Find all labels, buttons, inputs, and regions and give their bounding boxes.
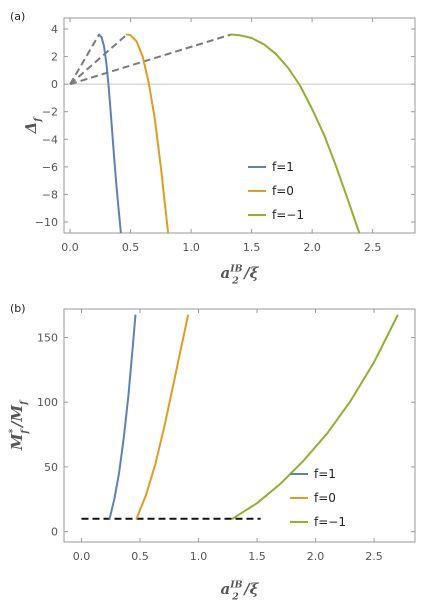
series-line-2 [135, 314, 189, 520]
x-axis-label-base: a [220, 580, 230, 598]
y-tick-label: −4 [42, 133, 58, 146]
x-axis-label-sub: 2 [231, 591, 239, 602]
x-tick-label: 1.5 [243, 241, 261, 254]
x-axis-label: aIB 2/ξ [220, 579, 259, 602]
legend-label: f=−1 [314, 515, 346, 529]
dashed-line [69, 33, 232, 86]
y-tick-label: 0 [51, 526, 58, 539]
y-axis-label: Δf [22, 116, 44, 135]
x-axis-label-sub: 2 [231, 275, 239, 286]
panel-b: 0.0 0.5 1.0 1.5 2.0 2.5 0 50 100 150 f=1 f=0 f=−1 (b)… [7, 302, 416, 602]
y-tick-label: −8 [42, 188, 58, 201]
x-axis-label: aIB 2/ξ [220, 263, 259, 286]
series-line-1 [98, 33, 122, 233]
legend-label: f=0 [314, 491, 336, 505]
y-axis-label-tail-sub: f [19, 399, 30, 406]
series-line-1 [108, 314, 137, 520]
x-axis-label-sup: IB [229, 579, 242, 590]
y-axis-label: M*f/Mf [7, 399, 30, 451]
x-axis-label-sup: IB [229, 263, 242, 274]
legend-label: f=0 [272, 184, 294, 198]
panel-a: 0.0 0.5 1.0 1.5 2.0 2.5 4 2 0 −2 −4 −6 −8 −10 f=1 f=0 f=… [10, 10, 416, 286]
x-tick-label: 0.0 [61, 241, 79, 254]
x-axis-label-tail: /ξ [242, 264, 259, 282]
x-tick-label: 1.0 [182, 241, 200, 254]
x-tick-label: 0.5 [131, 550, 149, 563]
y-axis-label-sub: f [19, 428, 30, 435]
series-line-3 [230, 33, 361, 233]
y-tick-label: 0 [51, 78, 58, 91]
y-tick-label: −6 [42, 161, 58, 174]
legend-label: f=1 [314, 467, 336, 481]
y-axis-label-sup: * [7, 428, 18, 433]
plot-frame [63, 308, 416, 543]
x-tick-label: 1.0 [190, 550, 208, 563]
y-tick-label: 100 [37, 396, 58, 409]
dashed-line [69, 33, 100, 85]
series-line-3 [231, 314, 399, 520]
plot-frame [63, 17, 416, 234]
x-axis-label-base: a [220, 264, 230, 282]
panel-label: (a) [10, 10, 25, 23]
y-axis-label-base: Δ [22, 122, 40, 135]
y-tick-label: 50 [44, 461, 58, 474]
y-tick-label: −2 [42, 106, 58, 119]
y-tick-label: −10 [35, 216, 58, 229]
y-axis-label-sub: f [33, 116, 44, 123]
legend-label: f=1 [272, 160, 294, 174]
x-tick-label: 1.5 [248, 550, 266, 563]
dashed-line [69, 33, 128, 85]
y-tick-label: 4 [51, 23, 58, 36]
x-axis-label-tail: /ξ [242, 580, 259, 598]
series-line-2 [125, 33, 170, 233]
x-tick-label: 0.0 [73, 550, 91, 563]
y-tick-label: 2 [51, 51, 58, 64]
x-tick-label: 0.5 [122, 241, 140, 254]
panel-label: (b) [10, 302, 26, 315]
x-tick-label: 2.0 [303, 241, 321, 254]
y-axis-label-tail: /M [8, 405, 26, 429]
y-tick-label: 150 [37, 331, 58, 344]
legend-label: f=−1 [272, 208, 304, 222]
y-axis-label-base: M [8, 433, 26, 451]
x-tick-label: 2.5 [365, 550, 383, 563]
x-tick-label: 2.5 [364, 241, 382, 254]
x-tick-label: 2.0 [307, 550, 325, 563]
